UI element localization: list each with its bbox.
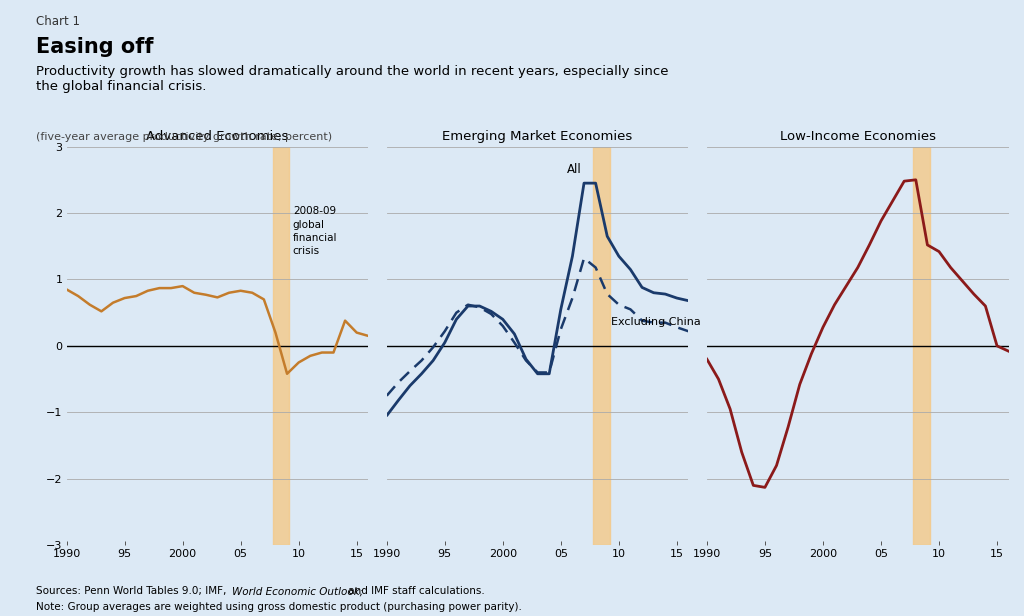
Text: (five-year average productivity growth rate, percent): (five-year average productivity growth r… xyxy=(36,132,332,142)
Text: Sources: Penn World Tables 9.0; IMF,: Sources: Penn World Tables 9.0; IMF, xyxy=(36,586,229,596)
Text: 2008-09
global
financial
crisis: 2008-09 global financial crisis xyxy=(293,206,337,256)
Text: Chart 1: Chart 1 xyxy=(36,15,80,28)
Bar xyxy=(273,147,290,545)
Text: All: All xyxy=(566,163,582,176)
Text: Productivity growth has slowed dramatically around the world in recent years, es: Productivity growth has slowed dramatica… xyxy=(36,65,669,92)
Text: and IMF staff calculations.: and IMF staff calculations. xyxy=(345,586,484,596)
Text: Note: Group averages are weighted using gross domestic product (purchasing power: Note: Group averages are weighted using … xyxy=(36,602,521,612)
Text: Easing off: Easing off xyxy=(36,37,154,57)
Title: Low-Income Economies: Low-Income Economies xyxy=(779,129,936,143)
Title: Advanced Economies: Advanced Economies xyxy=(146,129,289,143)
Text: World Economic Outlook;: World Economic Outlook; xyxy=(232,586,364,596)
Title: Emerging Market Economies: Emerging Market Economies xyxy=(442,129,633,143)
Bar xyxy=(593,147,609,545)
Bar xyxy=(913,147,930,545)
Text: Excluding China: Excluding China xyxy=(610,317,700,326)
